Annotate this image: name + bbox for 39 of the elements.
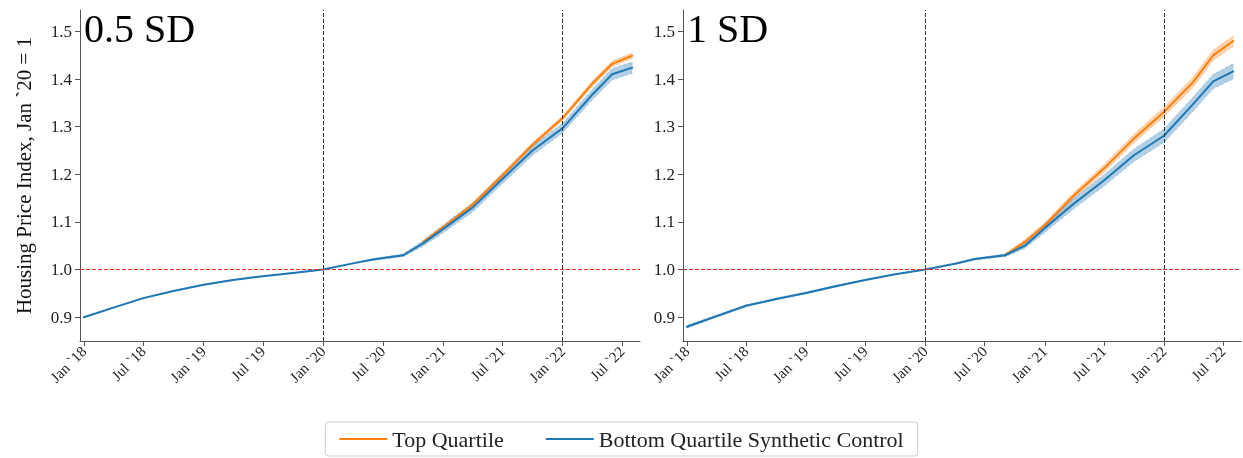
y-tick-label: 1.4 <box>653 69 676 89</box>
chart-title: 1 SD <box>687 5 769 51</box>
x-tick-label: Jan `21 <box>1008 343 1051 386</box>
legend-label: Bottom Quartile Synthetic Control <box>598 426 904 452</box>
x-tick-label: Jan `19 <box>166 343 210 386</box>
y-tick-label: 1.0 <box>50 260 72 280</box>
x-tick-label: Jul `20 <box>949 343 991 384</box>
y-tick-label: 0.9 <box>50 307 72 327</box>
x-tick-label: Jan `20 <box>888 343 931 386</box>
x-tick-label: Jul `21 <box>1069 343 1110 384</box>
x-tick-label: Jan `19 <box>769 343 812 386</box>
x-tick-label: Jan `20 <box>286 343 329 386</box>
y-tick-label: 1.2 <box>653 164 675 184</box>
y-axis-title: Housing Price Index, Jan `20 = 1 <box>11 36 36 315</box>
x-tick-label: Jan `18 <box>47 343 90 386</box>
y-tick-label: 1.1 <box>50 212 72 232</box>
x-tick-label: Jul `19 <box>228 343 269 384</box>
x-tick-label: Jan `22 <box>1127 343 1170 386</box>
y-tick-label: 0.9 <box>653 307 675 327</box>
x-tick-label: Jul `22 <box>1188 343 1229 384</box>
x-tick-label: Jul `18 <box>711 343 752 384</box>
x-tick-label: Jan `18 <box>650 343 693 386</box>
y-tick-label: 1.1 <box>653 212 675 232</box>
x-tick-label: Jul `20 <box>347 343 389 384</box>
y-tick-label: 1.5 <box>50 21 72 41</box>
x-tick-label: Jan `21 <box>406 343 449 386</box>
x-tick-label: Jul `21 <box>467 343 509 384</box>
y-tick-label: 1.3 <box>50 117 72 137</box>
x-tick-label: Jul `19 <box>830 343 871 384</box>
chart-title: 0.5 SD <box>84 5 196 51</box>
x-tick-label: Jul `22 <box>587 343 628 384</box>
legend-label: Top Quartile <box>392 426 504 452</box>
x-tick-label: Jul `18 <box>108 343 149 384</box>
x-tick-label: Jan `22 <box>526 343 569 386</box>
y-tick-label: 1.5 <box>653 21 675 41</box>
y-tick-label: 1.2 <box>50 164 72 184</box>
y-tick-label: 1.3 <box>653 117 675 137</box>
y-tick-label: 1.4 <box>50 69 73 89</box>
y-tick-label: 1.0 <box>653 260 675 280</box>
